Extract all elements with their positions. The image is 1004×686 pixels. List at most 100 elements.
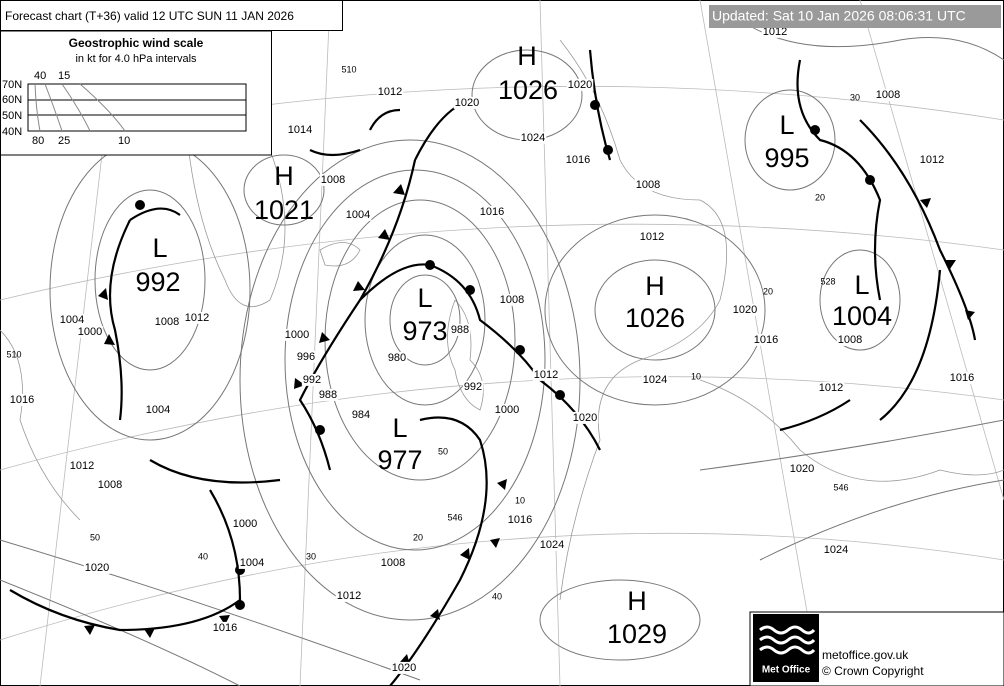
isobar-label-bg — [350, 408, 372, 421]
centre-pressure: 1026 — [498, 75, 558, 105]
thickness-label: 30 — [306, 551, 316, 561]
centre-pressure: 995 — [764, 143, 809, 173]
isobar-label-bg — [58, 313, 86, 326]
isobar-label-bg — [638, 230, 666, 243]
isobar-label: 1024 — [643, 374, 667, 386]
fronts — [9, 49, 977, 686]
isobar-label-bg — [731, 303, 759, 316]
front-semicircles — [135, 100, 875, 610]
isobar-label-bg — [144, 403, 172, 416]
isobar-label: 1004 — [346, 209, 370, 221]
isobar-label-bg — [478, 205, 506, 218]
isobar-label: 988 — [451, 324, 469, 336]
longitude-line — [539, 0, 561, 686]
isobar-label-bg — [948, 371, 976, 384]
isobar — [389, 274, 461, 366]
isobar-label: 1016 — [566, 154, 590, 166]
isobar-label: 988 — [319, 389, 337, 401]
isobar-label-bg — [761, 25, 789, 38]
speed-label: 40 — [34, 70, 46, 82]
centre-type: L — [417, 283, 432, 313]
isobar-label-bg — [301, 373, 323, 386]
thickness-label: 40 — [492, 591, 502, 601]
isobar-label-bg — [317, 388, 339, 401]
isobar-label: 1024 — [824, 544, 848, 556]
isobar-label: 1020 — [455, 97, 479, 109]
isobar — [699, 419, 1004, 471]
isobar-label: 1020 — [85, 562, 109, 574]
isobar — [284, 169, 546, 551]
latitude-label: 50N — [2, 110, 22, 122]
speed-label: 25 — [58, 135, 70, 147]
semicircle — [135, 200, 145, 210]
isobar-label-bg — [641, 373, 669, 386]
isobar-label-bg — [286, 123, 314, 136]
isobar-label: 996 — [297, 351, 315, 363]
isobar-label-bg — [231, 517, 259, 530]
centre-pressure: 977 — [377, 445, 422, 475]
isobar-label: 1012 — [920, 154, 944, 166]
isobar-label: 1008 — [381, 557, 405, 569]
isobar-label: 1012 — [640, 231, 664, 243]
wind-scale-subtitle: in kt for 4.0 hPa intervals — [75, 53, 197, 65]
thickness-label: 40 — [198, 551, 208, 561]
isobar — [544, 214, 766, 406]
isobar — [744, 89, 836, 191]
isobar-label-bg — [564, 153, 592, 166]
thickness-label: 20 — [763, 286, 773, 296]
isobar-labels: 1012102010241020101610081012101610081004… — [8, 25, 976, 674]
isobar-label: 1020 — [790, 463, 814, 475]
isobar — [539, 579, 701, 661]
trough — [779, 269, 942, 432]
wind-scale-curves — [34, 83, 126, 132]
isobar-label: 1008 — [500, 294, 524, 306]
speed-label: 15 — [58, 70, 70, 82]
pressure-centres: H 1026 H 1021 L 992 L 973 L 977 H 1026 L… — [135, 41, 892, 649]
site-url: metoffice.gov.uk — [822, 648, 909, 662]
occluded-front — [108, 207, 181, 421]
centre-type: L — [779, 110, 794, 140]
thickness-label: 546 — [447, 512, 462, 522]
isobar-label: 1008 — [636, 179, 660, 191]
isobar-label: 1008 — [98, 479, 122, 491]
isobar-label-bg — [836, 333, 864, 346]
isobar — [819, 249, 901, 351]
isobar-label-bg — [379, 556, 407, 569]
isobar-label-bg — [498, 293, 526, 306]
isobar — [243, 154, 325, 226]
isobar-label: 1000 — [78, 326, 102, 338]
isobar-label: 1020 — [568, 79, 592, 91]
isobar-label-bg — [788, 462, 816, 475]
isobar-label-bg — [532, 368, 560, 381]
semicircle — [315, 425, 325, 435]
semicircle — [590, 100, 600, 110]
thickness-label: 20 — [413, 532, 423, 542]
speed-label: 10 — [118, 135, 130, 147]
isobar-label-bg — [68, 459, 96, 472]
isobar — [759, 479, 1004, 561]
isobar-label: 1004 — [240, 557, 264, 569]
isobar-label-bg — [344, 208, 372, 221]
thickness-label: 20 — [815, 192, 825, 202]
logo-text: Met Office — [762, 665, 811, 676]
isobar-label: 992 — [464, 381, 482, 393]
isobar-label-bg — [295, 350, 317, 363]
isobar-label: 1008 — [838, 334, 862, 346]
cold-front — [9, 459, 281, 632]
isobar-label: 1004 — [146, 404, 170, 416]
isobar-label-bg — [83, 561, 111, 574]
footer: Met Office metoffice.gov.uk © Crown Copy… — [749, 611, 1004, 686]
chart-title: Forecast chart (T+36) valid 12 UTC SUN 1… — [5, 9, 294, 23]
centre-type: H — [274, 161, 294, 191]
semicircle — [810, 125, 820, 135]
centre-pressure: 1026 — [625, 303, 685, 333]
centre-type: H — [517, 41, 537, 71]
wind-scale: Geostrophic wind scale in kt for 4.0 hPa… — [0, 30, 272, 156]
isobar-label-bg — [918, 153, 946, 166]
longitude-line — [299, 0, 331, 686]
wind-scale-title: Geostrophic wind scale — [69, 36, 204, 50]
isobar-label: 1012 — [337, 590, 361, 602]
cold-front — [389, 416, 488, 686]
